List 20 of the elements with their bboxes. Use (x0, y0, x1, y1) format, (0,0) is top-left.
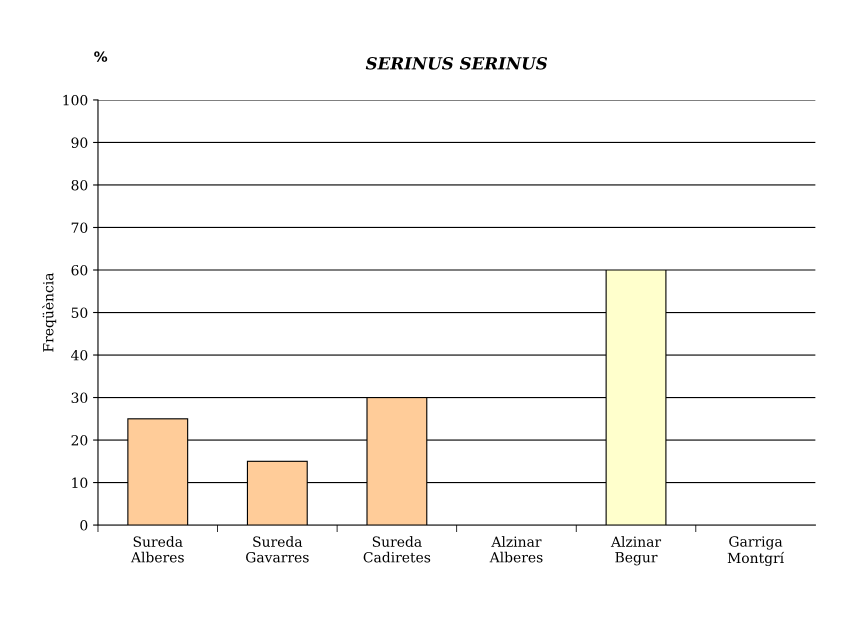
y-tick-label: 80 (72, 180, 88, 190)
y-tick-label: 20 (72, 435, 88, 446)
y-tick-label: 0 (80, 520, 88, 531)
y-tick-label: 60 (72, 264, 88, 276)
x-tick-label: Garriga Montgrí (728, 536, 784, 566)
x-tick-label: Sureda Cadiretes (364, 536, 430, 562)
x-tick-label: Alzinar Alberes (490, 536, 543, 562)
text: % (94, 51, 108, 62)
chart-title: SERINUS SERINUS (366, 57, 548, 70)
y-tick-label: 40 (71, 350, 88, 360)
y-tick-label: 90 (71, 137, 88, 148)
y-tick-label: 50 (72, 307, 88, 318)
y-tick-label: 100 (63, 94, 88, 106)
y-tick-label: 70 (72, 222, 88, 233)
y-tick-label: 10 (72, 478, 88, 488)
x-tick-label: Sureda Gavarres (246, 536, 309, 562)
x-tick-label: Alzinar Begur (610, 536, 662, 566)
y-tick-label: 30 (72, 392, 88, 404)
x-tick-label: Sureda Alberes (130, 536, 184, 562)
y-axis-title: Freqüència (42, 272, 56, 352)
